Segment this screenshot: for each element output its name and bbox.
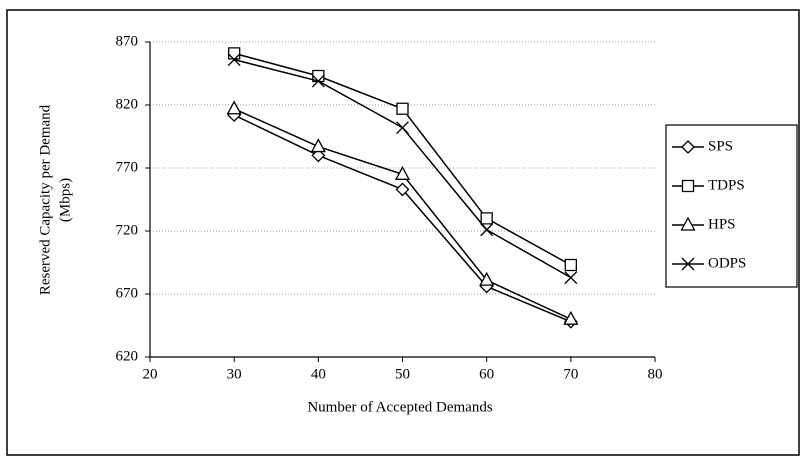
marker	[228, 47, 241, 60]
legend-label: SPS	[708, 138, 733, 154]
marker	[479, 271, 495, 286]
x-tick-label: 70	[563, 366, 578, 382]
legend-marker	[681, 140, 695, 154]
y-tick-label: 770	[116, 159, 139, 175]
marker	[226, 100, 242, 115]
marker	[311, 74, 325, 88]
x-tick-label: 80	[648, 366, 663, 382]
marker	[563, 310, 579, 325]
x-tick-label: 60	[479, 366, 494, 382]
marker	[396, 102, 409, 115]
marker	[394, 165, 411, 180]
y-tick-label: 820	[116, 96, 139, 112]
marker	[564, 271, 578, 285]
y-axis-label: Reserved Capacity per Demand	[37, 104, 53, 295]
y-tick-label: 620	[116, 348, 139, 364]
legend-marker	[681, 257, 695, 271]
legend-label: ODPS	[708, 255, 746, 271]
legend-label: TDPS	[708, 177, 745, 193]
y-tick-label: 670	[116, 285, 139, 301]
y-tick-label: 720	[116, 222, 139, 238]
x-tick-label: 30	[227, 366, 242, 382]
legend-label: HPS	[708, 216, 736, 232]
marker	[480, 212, 493, 225]
marker	[311, 148, 326, 163]
marker	[480, 223, 494, 237]
marker	[310, 138, 326, 153]
x-axis-label: Number of Accepted Demands	[307, 399, 493, 415]
legend-marker	[681, 179, 695, 193]
marker	[227, 53, 241, 67]
y-tick-label: 870	[116, 33, 139, 49]
x-tick-label: 20	[143, 366, 158, 382]
marker	[396, 121, 409, 135]
x-tick-label: 50	[395, 366, 410, 382]
legend-marker	[680, 216, 696, 231]
x-tick-label: 40	[311, 366, 326, 382]
marker	[564, 258, 577, 272]
y-axis-label: (Mbps)	[57, 178, 73, 222]
marker	[395, 182, 410, 197]
